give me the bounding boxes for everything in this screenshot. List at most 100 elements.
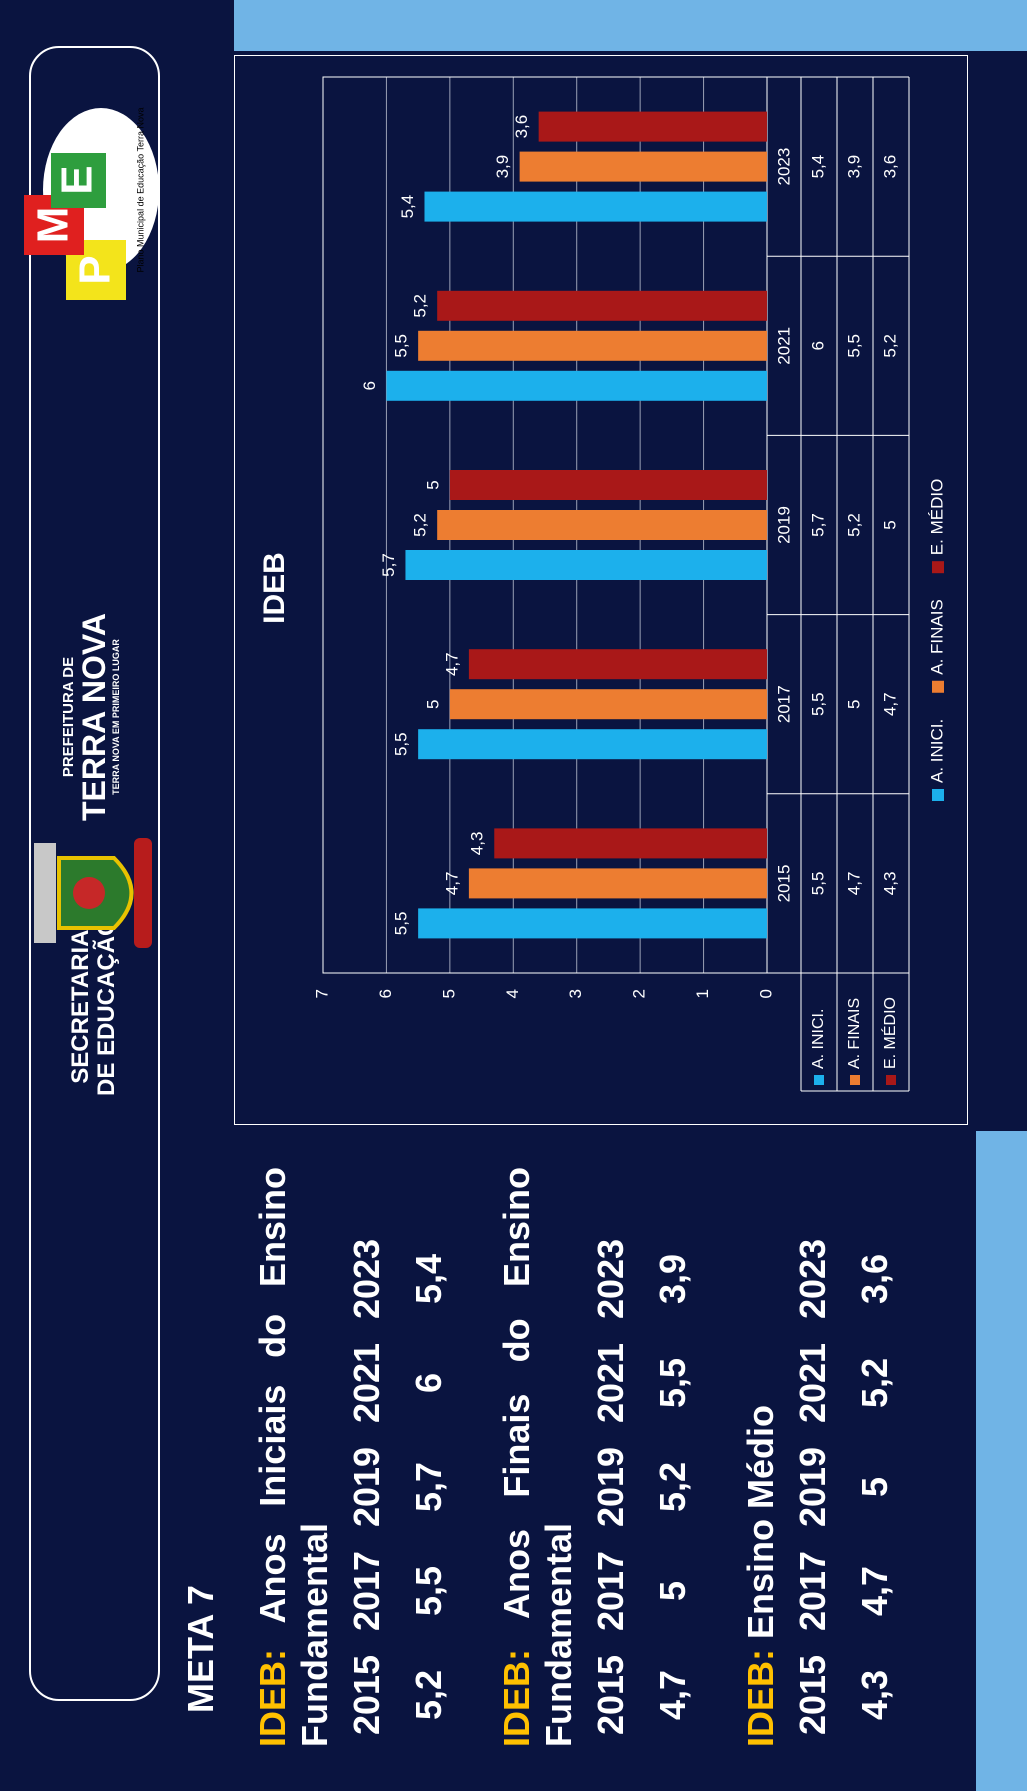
year: 2017 bbox=[590, 1539, 632, 1643]
bar bbox=[450, 470, 767, 500]
bar bbox=[469, 868, 767, 898]
table-row-label: A. INICI. bbox=[810, 1009, 827, 1069]
legend-label: E. MÉDIO bbox=[927, 479, 946, 556]
value: 5,2 bbox=[652, 1435, 694, 1539]
city-name: TERRA NOVA bbox=[77, 613, 111, 821]
ideb-label: IDEB: bbox=[252, 1649, 293, 1747]
y-tick-label: 1 bbox=[693, 989, 712, 998]
pme-logo: P M E Plano Municipal de Educação Terra … bbox=[6, 105, 162, 320]
table-cell: 5,5 bbox=[808, 872, 827, 896]
y-tick-label: 4 bbox=[503, 989, 522, 998]
legend-key bbox=[932, 681, 944, 693]
year: 2019 bbox=[590, 1435, 632, 1539]
year: 2021 bbox=[346, 1331, 388, 1435]
data-label: 5,5 bbox=[392, 912, 411, 936]
year: 2017 bbox=[346, 1539, 388, 1643]
table-cell: 4,3 bbox=[880, 872, 899, 896]
slide-landscape: SECRETARIA DE EDUCAÇÃO PREFEITURA DE TER… bbox=[0, 0, 1027, 1791]
year: 2015 bbox=[346, 1643, 388, 1747]
table-cell: 4,7 bbox=[844, 872, 863, 896]
table-key bbox=[814, 1075, 824, 1085]
bar bbox=[424, 192, 767, 222]
table-cell: 3,6 bbox=[880, 155, 899, 179]
city-slogan: TERRA NOVA EM PRIMEIRO LUGAR bbox=[111, 613, 121, 821]
data-label: 5,2 bbox=[411, 294, 430, 318]
y-tick-label: 5 bbox=[439, 989, 458, 998]
table-cell: 3,9 bbox=[844, 155, 863, 179]
table-cell: 5,2 bbox=[880, 334, 899, 358]
data-label: 6 bbox=[360, 381, 379, 390]
table-cell: 5,2 bbox=[844, 513, 863, 537]
block-heading: IDEB: Ensino Médio bbox=[740, 1167, 782, 1747]
x-tick-label: 2017 bbox=[774, 685, 793, 723]
table-cell: 4,7 bbox=[880, 692, 899, 716]
value: 5,5 bbox=[652, 1331, 694, 1435]
year: 2021 bbox=[590, 1331, 632, 1435]
table-cell: 5,5 bbox=[844, 334, 863, 358]
data-label: 3,6 bbox=[512, 115, 531, 139]
year: 2017 bbox=[792, 1539, 834, 1643]
emblem bbox=[73, 877, 105, 909]
data-label: 5 bbox=[423, 699, 442, 708]
table-row-label: A. FINAIS bbox=[846, 998, 863, 1069]
legend-label: A. FINAIS bbox=[927, 599, 946, 675]
value: 5,2 bbox=[854, 1331, 896, 1435]
x-tick-label: 2019 bbox=[774, 506, 793, 544]
legend-label: A. INICI. bbox=[927, 719, 946, 783]
crown bbox=[34, 843, 56, 943]
coat-of-arms bbox=[34, 838, 160, 948]
value: 4,7 bbox=[854, 1539, 896, 1643]
value: 5,7 bbox=[408, 1435, 450, 1539]
year: 2015 bbox=[792, 1643, 834, 1747]
data-label: 4,7 bbox=[442, 872, 461, 896]
data-label: 5,5 bbox=[392, 334, 411, 358]
meta-title: META 7 bbox=[180, 1147, 222, 1713]
block-title: Ensino Médio bbox=[740, 1405, 781, 1639]
data-label: 5,2 bbox=[411, 513, 430, 537]
bar bbox=[418, 729, 767, 759]
bar bbox=[437, 510, 767, 540]
table-cell: 5,7 bbox=[808, 513, 827, 537]
y-tick-label: 0 bbox=[756, 989, 775, 998]
table-row-label: E. MÉDIO bbox=[880, 997, 899, 1069]
values-row: 4,755,25,53,9 bbox=[642, 1147, 704, 1747]
bar bbox=[539, 112, 767, 142]
year: 2019 bbox=[792, 1435, 834, 1539]
bar bbox=[386, 371, 767, 401]
bar bbox=[418, 908, 767, 938]
year: 2021 bbox=[792, 1331, 834, 1435]
logo-letter: E bbox=[53, 165, 102, 194]
value: 5,4 bbox=[408, 1227, 450, 1331]
logo-letter: P bbox=[71, 255, 120, 284]
logo-letter: M bbox=[29, 207, 78, 244]
data-label: 5,4 bbox=[398, 195, 417, 219]
value: 4,7 bbox=[652, 1643, 694, 1747]
ideb-label: IDEB: bbox=[740, 1649, 781, 1747]
y-tick-label: 2 bbox=[630, 989, 649, 998]
table-cell: 6 bbox=[808, 341, 827, 350]
bar bbox=[450, 689, 767, 719]
values-row: 5,25,55,765,4 bbox=[398, 1147, 460, 1747]
bar bbox=[494, 828, 767, 858]
value: 3,9 bbox=[652, 1227, 694, 1331]
ribbon bbox=[134, 838, 152, 948]
legend-key bbox=[932, 561, 944, 573]
value: 4,3 bbox=[854, 1643, 896, 1747]
value: 3,6 bbox=[854, 1227, 896, 1331]
chart-title: IDEB bbox=[258, 552, 291, 624]
table-cell: 5,4 bbox=[808, 155, 827, 179]
text-section: META 7 IDEB: Anos Iniciais do Ensino Fun… bbox=[180, 1147, 906, 1747]
year: 2015 bbox=[590, 1643, 632, 1747]
x-tick-label: 2023 bbox=[774, 148, 793, 186]
table-key bbox=[850, 1075, 860, 1085]
accent-band bbox=[976, 1131, 1027, 1791]
year: 2023 bbox=[346, 1227, 388, 1331]
data-label: 4,3 bbox=[468, 832, 487, 856]
table-cell: 5 bbox=[880, 520, 899, 529]
ideb-label: IDEB: bbox=[496, 1649, 537, 1747]
accent-band bbox=[234, 0, 1027, 51]
